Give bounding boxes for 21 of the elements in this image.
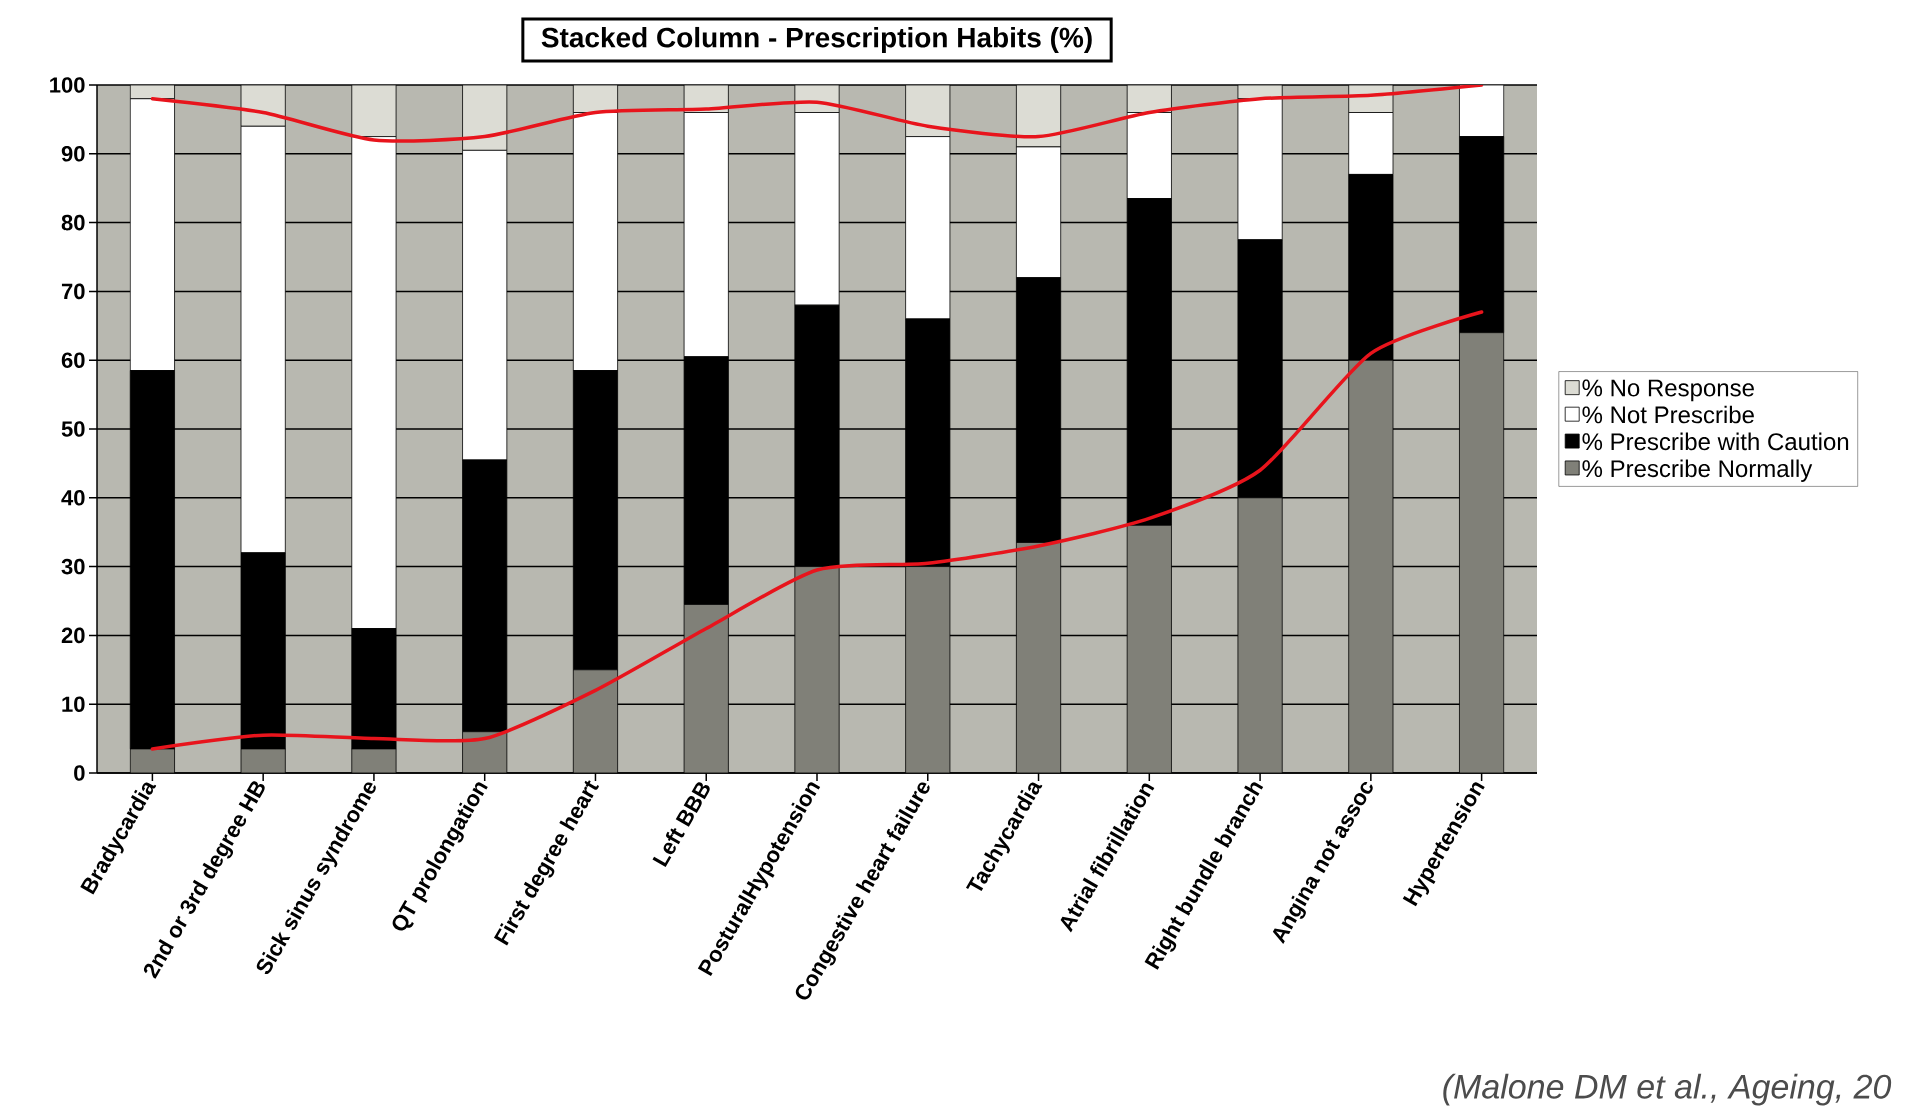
y-tick-label: 60 bbox=[61, 352, 85, 368]
bar bbox=[462, 84, 508, 151]
bar bbox=[351, 84, 397, 137]
y-tick-label: 40 bbox=[61, 489, 85, 506]
legend-label: % Not Prescribe bbox=[1582, 405, 1754, 424]
y-tick-label: 100 bbox=[50, 77, 85, 93]
y-tick-label: 70 bbox=[61, 283, 85, 300]
y-tick-label: 20 bbox=[61, 627, 85, 644]
line-series bbox=[150, 84, 1484, 143]
y-tick-label: 90 bbox=[61, 145, 85, 162]
y-tick-label: 10 bbox=[62, 696, 85, 712]
legend-label: % No Response bbox=[1582, 379, 1754, 402]
text: (Malone DM et al., Ageing, 20 bbox=[1443, 1073, 1892, 1106]
chart-title: Stacked Column - Prescription Habits (%) bbox=[541, 26, 1092, 54]
legend-label: % Prescribe Normally bbox=[1582, 459, 1813, 482]
y-tick-label: 50 bbox=[61, 421, 85, 437]
y-tick-label: 80 bbox=[61, 214, 85, 231]
y-tick-label: 0 bbox=[74, 765, 85, 781]
legend-label: % Prescribe with Caution bbox=[1582, 432, 1849, 451]
line-series bbox=[150, 310, 1484, 751]
y-tick-label: 30 bbox=[61, 558, 85, 575]
